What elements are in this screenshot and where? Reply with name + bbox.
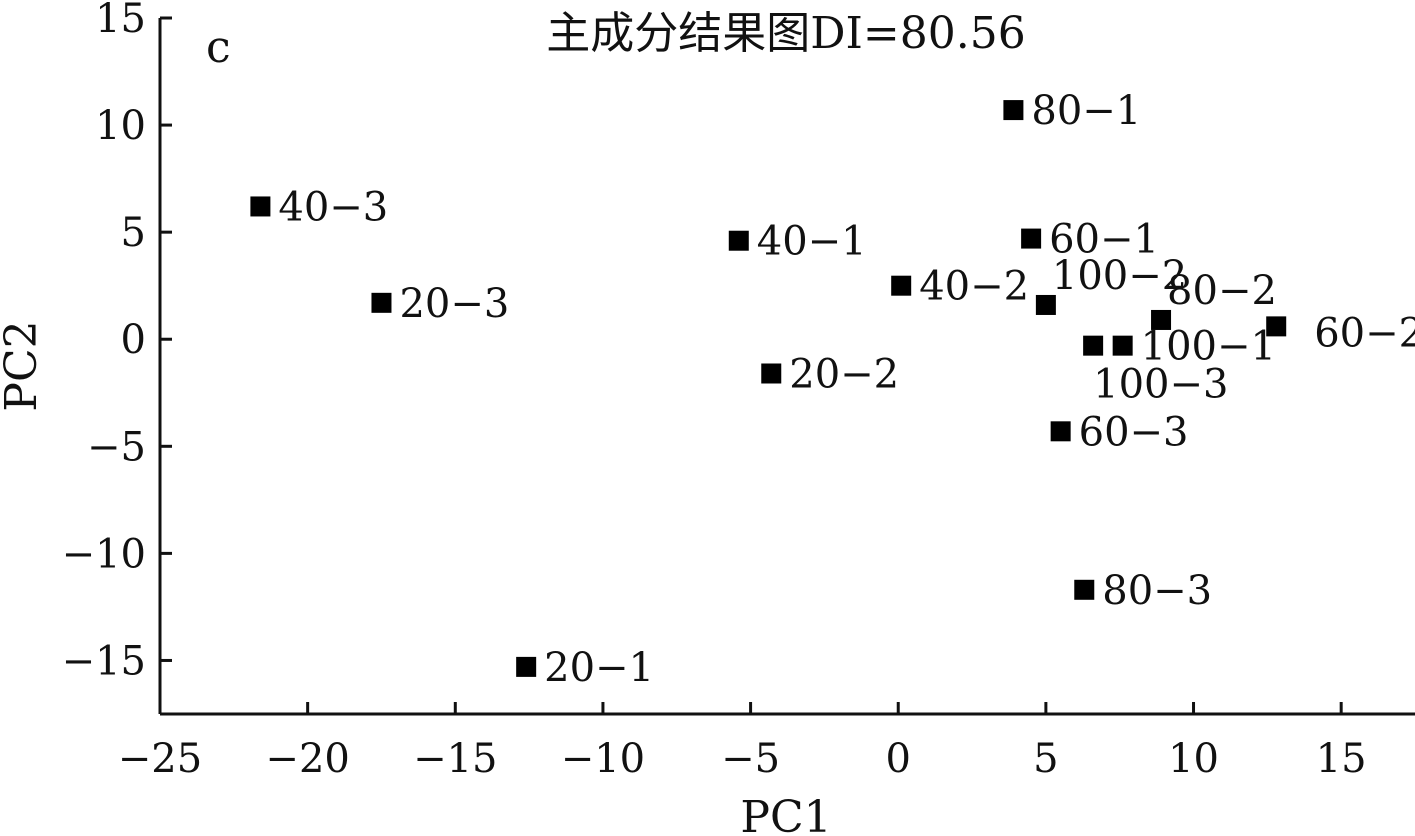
data-point <box>1003 100 1024 121</box>
y-tick-label: −5 <box>87 424 146 470</box>
data-label: 40−2 <box>919 264 1029 310</box>
axes <box>158 18 1415 716</box>
data-points: 80−1 40−3 40−1 60−1 20−3 40−2 100−280−2 60−2 100… <box>250 88 1415 691</box>
y-tick-label: 15 <box>95 0 146 42</box>
y-axis-title: PC2 <box>0 320 47 411</box>
x-tick-label: 10 <box>1168 736 1219 782</box>
data-label: 100−2 <box>1052 253 1187 299</box>
data-label: 60−2 <box>1314 310 1415 356</box>
data-label: 60−1 <box>1049 217 1159 263</box>
panel-label: c <box>206 22 231 73</box>
data-point <box>761 363 782 384</box>
y-tick-label: −10 <box>62 531 146 577</box>
data-point <box>1021 228 1042 249</box>
data-label: 100−3 <box>1093 362 1228 408</box>
data-point <box>728 230 749 251</box>
x-axis-title: PC1 <box>740 792 831 836</box>
data-label: 80−2 <box>1167 268 1277 314</box>
data-label: 100−1 <box>1141 324 1276 370</box>
data-point <box>1266 316 1287 337</box>
y-tick-label: 0 <box>121 317 146 363</box>
data-point <box>1083 335 1104 356</box>
data-point <box>371 292 392 313</box>
x-tick-label: 5 <box>1033 736 1058 782</box>
y-tick-label: 10 <box>95 103 146 149</box>
data-point <box>1050 421 1071 442</box>
data-point <box>1151 309 1172 330</box>
x-tick-label: 0 <box>886 736 911 782</box>
data-label: 60−3 <box>1079 409 1189 455</box>
x-tick-label: −25 <box>118 736 202 782</box>
y-tick-label: 5 <box>121 210 146 256</box>
data-point <box>250 196 271 217</box>
x-tick-label: −15 <box>413 736 497 782</box>
chart-title: 主成分结果图DI=80.56 <box>546 8 1026 59</box>
data-label: 80−1 <box>1031 88 1141 134</box>
x-tick-label: −10 <box>561 736 645 782</box>
x-tick-label: −5 <box>721 736 780 782</box>
data-label: 20−1 <box>544 645 654 691</box>
data-point <box>891 275 912 296</box>
data-label: 40−1 <box>757 219 867 265</box>
x-tick-label: 15 <box>1316 736 1367 782</box>
data-point <box>1112 335 1133 356</box>
data-label: 80−3 <box>1102 568 1212 614</box>
data-point <box>1035 294 1056 315</box>
data-label: 20−3 <box>399 281 509 327</box>
data-label: 40−3 <box>278 184 388 230</box>
ticks: −25 −20 −15 −10 −5 0 5 10 15 −15 −10 −5 0 5 10 15 <box>62 0 1367 782</box>
data-point <box>1074 579 1095 600</box>
x-tick-label: −20 <box>265 736 349 782</box>
y-tick-label: −15 <box>62 638 146 684</box>
data-label: 20−2 <box>789 351 899 397</box>
data-point <box>516 656 537 677</box>
